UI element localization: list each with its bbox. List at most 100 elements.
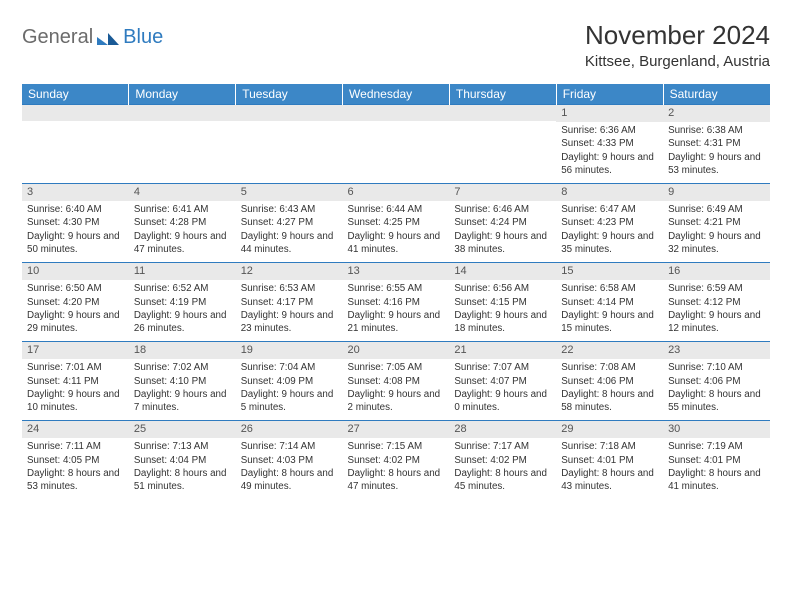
sunset-line: Sunset: 4:33 PM	[561, 138, 633, 149]
day-body: Sunrise: 7:04 AMSunset: 4:09 PMDaylight:…	[236, 359, 343, 420]
daylight-line: Daylight: 8 hours and 55 minutes.	[668, 389, 761, 413]
sunset-line: Sunset: 4:07 PM	[454, 376, 526, 387]
day-body: Sunrise: 7:01 AMSunset: 4:11 PMDaylight:…	[22, 359, 129, 420]
day-number: 2	[663, 105, 770, 122]
day-body: Sunrise: 6:59 AMSunset: 4:12 PMDaylight:…	[663, 280, 770, 341]
day-body-empty	[236, 121, 343, 169]
day-body: Sunrise: 7:10 AMSunset: 4:06 PMDaylight:…	[663, 359, 770, 420]
day-body-empty	[449, 121, 556, 169]
sunset-line: Sunset: 4:21 PM	[668, 217, 740, 228]
calendar-cell: 14Sunrise: 6:56 AMSunset: 4:15 PMDayligh…	[449, 263, 556, 342]
sunrise-line: Sunrise: 7:19 AM	[668, 441, 743, 452]
sunrise-line: Sunrise: 6:44 AM	[348, 204, 423, 215]
day-body: Sunrise: 7:14 AMSunset: 4:03 PMDaylight:…	[236, 438, 343, 499]
logo: General Blue	[22, 20, 163, 49]
sunset-line: Sunset: 4:23 PM	[561, 217, 633, 228]
day-body: Sunrise: 6:36 AMSunset: 4:33 PMDaylight:…	[556, 122, 663, 183]
sunset-line: Sunset: 4:08 PM	[348, 376, 420, 387]
calendar-cell: 23Sunrise: 7:10 AMSunset: 4:06 PMDayligh…	[663, 342, 770, 421]
calendar-cell: 9Sunrise: 6:49 AMSunset: 4:21 PMDaylight…	[663, 184, 770, 263]
location: Kittsee, Burgenland, Austria	[585, 53, 770, 70]
day-body: Sunrise: 7:13 AMSunset: 4:04 PMDaylight:…	[129, 438, 236, 499]
day-body: Sunrise: 7:11 AMSunset: 4:05 PMDaylight:…	[22, 438, 129, 499]
sunrise-line: Sunrise: 7:11 AM	[27, 441, 101, 452]
sunrise-line: Sunrise: 7:08 AM	[561, 362, 636, 373]
day-number: 8	[556, 184, 663, 201]
calendar-cell	[129, 105, 236, 184]
daylight-line: Daylight: 9 hours and 7 minutes.	[134, 389, 227, 413]
calendar-cell: 10Sunrise: 6:50 AMSunset: 4:20 PMDayligh…	[22, 263, 129, 342]
daylight-line: Daylight: 9 hours and 35 minutes.	[561, 231, 654, 255]
daylight-line: Daylight: 9 hours and 0 minutes.	[454, 389, 547, 413]
calendar-cell: 4Sunrise: 6:41 AMSunset: 4:28 PMDaylight…	[129, 184, 236, 263]
day-number: 1	[556, 105, 663, 122]
daylight-line: Daylight: 9 hours and 56 minutes.	[561, 152, 654, 176]
daylight-line: Daylight: 9 hours and 50 minutes.	[27, 231, 120, 255]
day-number: 7	[449, 184, 556, 201]
day-number: 23	[663, 342, 770, 359]
month-title: November 2024	[585, 20, 770, 51]
day-number: 17	[22, 342, 129, 359]
day-number: 6	[343, 184, 450, 201]
day-number-empty	[343, 105, 450, 121]
sunrise-line: Sunrise: 6:53 AM	[241, 283, 316, 294]
day-body: Sunrise: 6:44 AMSunset: 4:25 PMDaylight:…	[343, 201, 450, 262]
day-body: Sunrise: 6:38 AMSunset: 4:31 PMDaylight:…	[663, 122, 770, 183]
daylight-line: Daylight: 8 hours and 49 minutes.	[241, 468, 334, 492]
calendar-cell: 7Sunrise: 6:46 AMSunset: 4:24 PMDaylight…	[449, 184, 556, 263]
day-number: 30	[663, 421, 770, 438]
calendar-cell: 28Sunrise: 7:17 AMSunset: 4:02 PMDayligh…	[449, 421, 556, 500]
calendar-cell: 18Sunrise: 7:02 AMSunset: 4:10 PMDayligh…	[129, 342, 236, 421]
daylight-line: Daylight: 9 hours and 18 minutes.	[454, 310, 547, 334]
sunset-line: Sunset: 4:30 PM	[27, 217, 99, 228]
sunrise-line: Sunrise: 6:59 AM	[668, 283, 743, 294]
sunrise-line: Sunrise: 7:17 AM	[454, 441, 529, 452]
calendar-cell	[343, 105, 450, 184]
calendar-week-row: 3Sunrise: 6:40 AMSunset: 4:30 PMDaylight…	[22, 184, 770, 263]
sunset-line: Sunset: 4:19 PM	[134, 297, 206, 308]
daylight-line: Daylight: 8 hours and 41 minutes.	[668, 468, 761, 492]
sunrise-line: Sunrise: 7:10 AM	[668, 362, 743, 373]
sunset-line: Sunset: 4:04 PM	[134, 455, 206, 466]
day-body: Sunrise: 6:49 AMSunset: 4:21 PMDaylight:…	[663, 201, 770, 262]
calendar-cell	[236, 105, 343, 184]
weekday-header: Monday	[129, 84, 236, 105]
sunrise-line: Sunrise: 7:02 AM	[134, 362, 209, 373]
day-body: Sunrise: 6:41 AMSunset: 4:28 PMDaylight:…	[129, 201, 236, 262]
sunrise-line: Sunrise: 6:38 AM	[668, 125, 743, 136]
sunset-line: Sunset: 4:09 PM	[241, 376, 313, 387]
logo-text-general: General	[22, 26, 93, 49]
day-body-empty	[343, 121, 450, 169]
sunset-line: Sunset: 4:02 PM	[348, 455, 420, 466]
daylight-line: Daylight: 9 hours and 15 minutes.	[561, 310, 654, 334]
day-body: Sunrise: 6:50 AMSunset: 4:20 PMDaylight:…	[22, 280, 129, 341]
daylight-line: Daylight: 9 hours and 12 minutes.	[668, 310, 761, 334]
day-number: 19	[236, 342, 343, 359]
daylight-line: Daylight: 8 hours and 45 minutes.	[454, 468, 547, 492]
calendar-cell: 11Sunrise: 6:52 AMSunset: 4:19 PMDayligh…	[129, 263, 236, 342]
calendar-cell: 21Sunrise: 7:07 AMSunset: 4:07 PMDayligh…	[449, 342, 556, 421]
calendar-cell: 1Sunrise: 6:36 AMSunset: 4:33 PMDaylight…	[556, 105, 663, 184]
sunset-line: Sunset: 4:25 PM	[348, 217, 420, 228]
weekday-header: Thursday	[449, 84, 556, 105]
daylight-line: Daylight: 9 hours and 5 minutes.	[241, 389, 334, 413]
daylight-line: Daylight: 8 hours and 47 minutes.	[348, 468, 441, 492]
sunset-line: Sunset: 4:01 PM	[668, 455, 740, 466]
day-body: Sunrise: 6:58 AMSunset: 4:14 PMDaylight:…	[556, 280, 663, 341]
sunrise-line: Sunrise: 7:15 AM	[348, 441, 423, 452]
sunrise-line: Sunrise: 6:46 AM	[454, 204, 529, 215]
calendar-cell: 24Sunrise: 7:11 AMSunset: 4:05 PMDayligh…	[22, 421, 129, 500]
sunset-line: Sunset: 4:20 PM	[27, 297, 99, 308]
weekday-header: Friday	[556, 84, 663, 105]
daylight-line: Daylight: 9 hours and 10 minutes.	[27, 389, 120, 413]
calendar-cell: 20Sunrise: 7:05 AMSunset: 4:08 PMDayligh…	[343, 342, 450, 421]
day-number-empty	[449, 105, 556, 121]
day-number: 16	[663, 263, 770, 280]
sunset-line: Sunset: 4:24 PM	[454, 217, 526, 228]
calendar-cell: 15Sunrise: 6:58 AMSunset: 4:14 PMDayligh…	[556, 263, 663, 342]
day-body: Sunrise: 7:18 AMSunset: 4:01 PMDaylight:…	[556, 438, 663, 499]
calendar-cell: 5Sunrise: 6:43 AMSunset: 4:27 PMDaylight…	[236, 184, 343, 263]
sunrise-line: Sunrise: 6:56 AM	[454, 283, 529, 294]
sunrise-line: Sunrise: 6:49 AM	[668, 204, 743, 215]
calendar-cell: 22Sunrise: 7:08 AMSunset: 4:06 PMDayligh…	[556, 342, 663, 421]
